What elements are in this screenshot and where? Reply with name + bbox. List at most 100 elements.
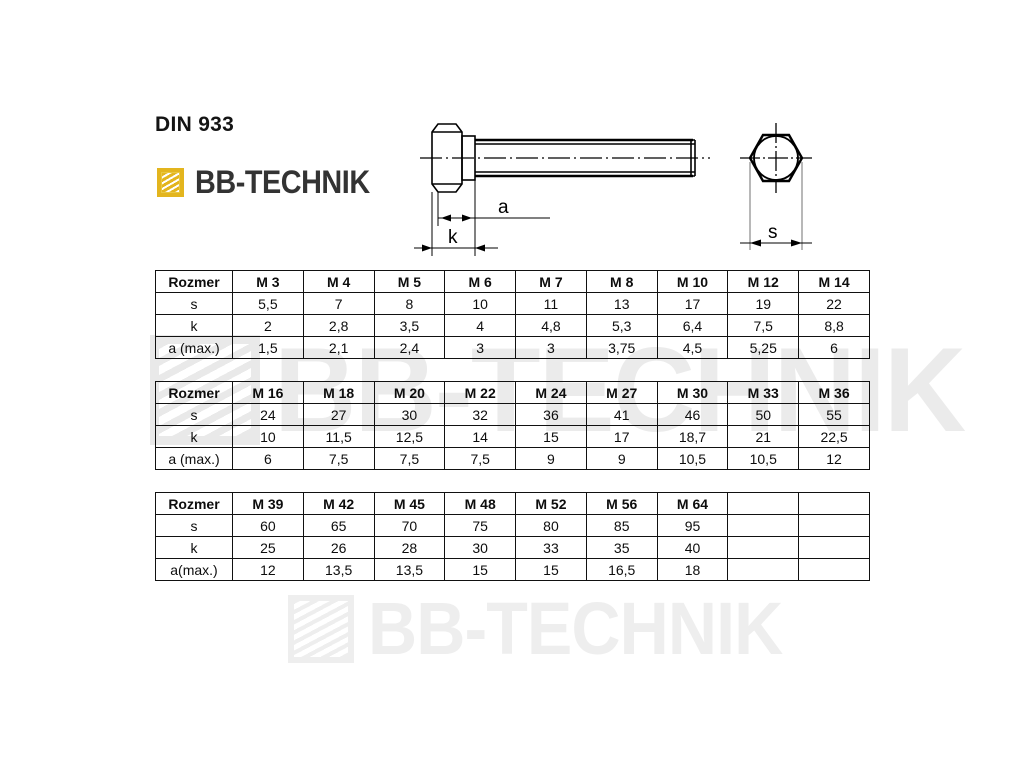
- specification-tables: Rozmer M 3 M 4 M 5 M 6 M 7 M 8 M 10 M 12…: [155, 270, 870, 603]
- table-m3-m14: Rozmer M 3 M 4 M 5 M 6 M 7 M 8 M 10 M 12…: [155, 270, 870, 359]
- end-view-crosshair: [740, 123, 812, 193]
- table-row: k 2 2,8 3,5 4 4,8 5,3 6,4 7,5 8,8: [155, 314, 870, 337]
- thread-pattern-icon: [288, 595, 354, 663]
- table-cell: 13,5: [373, 558, 446, 581]
- watermark-text: BB-TECHNIK: [368, 587, 783, 670]
- table-cell-empty: [727, 536, 800, 559]
- table-cell: 7: [302, 292, 375, 315]
- table-cell: 7,5: [302, 447, 375, 470]
- page-title: DIN 933: [155, 113, 235, 136]
- table-cell: 5,5: [232, 292, 304, 315]
- table-cell: 12,5: [373, 425, 446, 448]
- column-header: M 64: [656, 492, 729, 515]
- table-cell: 17: [656, 292, 729, 315]
- table-cell: 5,25: [727, 336, 800, 359]
- table-cell: 2,1: [302, 336, 375, 359]
- table-row: a(max.) 12 13,5 13,5 15 15 16,5 18: [155, 558, 870, 581]
- table-cell: 41: [585, 403, 658, 426]
- table-cell: 2,8: [302, 314, 375, 337]
- table-header-row: Rozmer M 16 M 18 M 20 M 22 M 24 M 27 M 3…: [155, 381, 870, 404]
- table-cell: 18: [656, 558, 729, 581]
- table-cell: 60: [232, 514, 304, 537]
- table-cell: 35: [585, 536, 658, 559]
- row-label: a (max.): [155, 336, 233, 359]
- column-header: M 42: [302, 492, 375, 515]
- column-header: M 52: [515, 492, 587, 515]
- column-header: M 7: [515, 270, 587, 293]
- table-cell: 10: [444, 292, 517, 315]
- table-m16-m36: Rozmer M 16 M 18 M 20 M 22 M 24 M 27 M 3…: [155, 381, 870, 470]
- table-cell: 10: [232, 425, 304, 448]
- brand-name: BB-TECHNIK: [195, 164, 370, 200]
- table-cell: 80: [515, 514, 587, 537]
- table-cell: 30: [373, 403, 446, 426]
- row-label: s: [155, 514, 233, 537]
- a-arrowheads: [441, 214, 472, 222]
- table-cell: 17: [585, 425, 658, 448]
- column-header-empty: [727, 492, 800, 515]
- table-cell: 33: [515, 536, 587, 559]
- table-row: k 25 26 28 30 33 35 40: [155, 536, 870, 559]
- table-cell: 6,4: [656, 314, 729, 337]
- table-cell: 2,4: [373, 336, 446, 359]
- table-cell: 32: [444, 403, 517, 426]
- column-header: M 8: [585, 270, 658, 293]
- table-cell: 30: [444, 536, 517, 559]
- thread-pattern-icon: [157, 167, 184, 197]
- watermark-bottom: BB-TECHNIK: [288, 592, 818, 666]
- column-header: M 16: [232, 381, 304, 404]
- table-header-row: Rozmer M 3 M 4 M 5 M 6 M 7 M 8 M 10 M 12…: [155, 270, 870, 293]
- table-cell: 13: [585, 292, 658, 315]
- table-cell: 65: [302, 514, 375, 537]
- table-cell: 11,5: [302, 425, 375, 448]
- column-header: M 20: [373, 381, 446, 404]
- table-cell: 4: [444, 314, 517, 337]
- column-header: M 4: [302, 270, 375, 293]
- table-cell: 3,75: [585, 336, 658, 359]
- table-cell-empty: [798, 558, 870, 581]
- table-cell: 28: [373, 536, 446, 559]
- table-cell: 21: [727, 425, 800, 448]
- table-cell: 25: [232, 536, 304, 559]
- table-cell: 8,8: [798, 314, 870, 337]
- table-cell-empty: [798, 536, 870, 559]
- table-row: a (max.) 6 7,5 7,5 7,5 9 9 10,5 10,5 12: [155, 447, 870, 470]
- table-cell-empty: [798, 514, 870, 537]
- row-label: s: [155, 403, 233, 426]
- column-header: M 22: [444, 381, 517, 404]
- table-cell: 36: [515, 403, 587, 426]
- hex-head-bolt-technical-drawing: k a: [400, 110, 900, 265]
- table-row: s 5,5 7 8 10 11 13 17 19 22: [155, 292, 870, 315]
- column-header: M 5: [373, 270, 446, 293]
- table-row: s 24 27 30 32 36 41 46 50 55: [155, 403, 870, 426]
- table-cell: 85: [585, 514, 658, 537]
- table-cell: 9: [515, 447, 587, 470]
- column-header: M 36: [798, 381, 870, 404]
- column-header: Rozmer: [155, 270, 233, 293]
- column-header: Rozmer: [155, 492, 233, 515]
- table-cell: 6: [798, 336, 870, 359]
- table-cell: 13,5: [302, 558, 375, 581]
- dimension-label-k: k: [448, 227, 458, 248]
- table-cell: 70: [373, 514, 446, 537]
- table-cell: 16,5: [585, 558, 658, 581]
- row-label: a (max.): [155, 447, 233, 470]
- table-m39-m64: Rozmer M 39 M 42 M 45 M 48 M 52 M 56 M 6…: [155, 492, 870, 581]
- column-header: M 56: [585, 492, 658, 515]
- column-header: M 6: [444, 270, 517, 293]
- column-header: M 12: [727, 270, 800, 293]
- table-cell: 95: [656, 514, 729, 537]
- s-arrowheads: [750, 239, 802, 247]
- table-cell: 50: [727, 403, 800, 426]
- dimension-label-s: s: [768, 222, 778, 243]
- table-cell: 7,5: [444, 447, 517, 470]
- table-cell: 24: [232, 403, 304, 426]
- table-cell: 22,5: [798, 425, 870, 448]
- table-cell: 14: [444, 425, 517, 448]
- table-cell: 6: [232, 447, 304, 470]
- table-header-row: Rozmer M 39 M 42 M 45 M 48 M 52 M 56 M 6…: [155, 492, 870, 515]
- table-cell: 10,5: [656, 447, 729, 470]
- table-cell: 12: [798, 447, 870, 470]
- table-cell: 8: [373, 292, 446, 315]
- column-header: M 33: [727, 381, 800, 404]
